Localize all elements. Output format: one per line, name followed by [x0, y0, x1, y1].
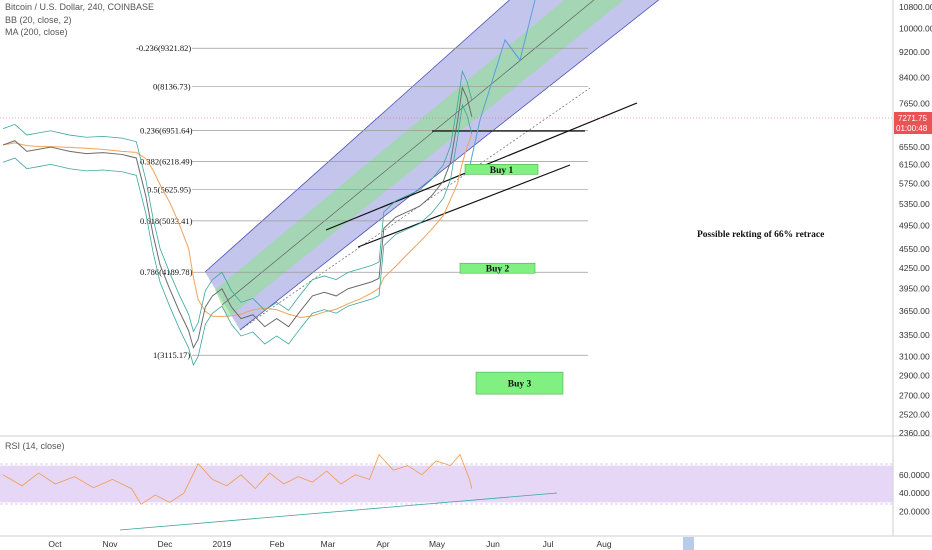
annotation-text: Possible rekting of 66% retrace — [697, 230, 824, 240]
time-cursor-marker — [683, 537, 694, 550]
y-tick-label: 4550.00 — [899, 244, 930, 254]
channel-outer-line-bottom — [239, 0, 660, 331]
y-tick-label: 6550.00 — [899, 142, 930, 152]
buy-zone-label: Buy 3 — [508, 380, 532, 390]
y-tick-label: 5350.00 — [899, 199, 930, 209]
dotted-trend-line — [239, 87, 591, 331]
y-tick-label: 3650.00 — [899, 306, 930, 316]
y-tick-label: 9200.00 — [899, 47, 930, 57]
fib-label: 0.618(5033.41) — [140, 216, 193, 226]
buy-zone-label: Buy 2 — [486, 265, 510, 275]
x-tick-label: May — [429, 539, 446, 549]
x-tick-label: Aug — [596, 539, 611, 549]
y-tick-label: 7650.00 — [899, 99, 930, 109]
price-line — [2, 85, 473, 350]
ma-indicator-label: MA (200, close) — [5, 27, 68, 37]
rsi-tick-label: 40.0000 — [899, 488, 930, 498]
bb-indicator-label: BB (20, close, 2) — [5, 15, 72, 25]
y-tick-label: 4950.00 — [899, 221, 930, 231]
y-axis-ticks: 10800.0010000.009200.008400.007650.00695… — [899, 2, 932, 438]
y-tick-label: 6150.00 — [899, 160, 930, 170]
y-tick-label: 2520.00 — [899, 410, 930, 420]
bollinger-upper-line — [2, 69, 473, 333]
projection-arrow — [504, 39, 521, 61]
buy-zone-box — [464, 164, 539, 175]
channel-outer-line-top — [204, 0, 511, 273]
x-tick-label: Oct — [48, 539, 62, 549]
y-tick-label: 5750.00 — [899, 179, 930, 189]
x-tick-label: 2019 — [213, 539, 232, 549]
rsi-tick-label: 20.0000 — [899, 507, 930, 517]
current-price-value: 7271.75 — [898, 114, 927, 123]
bollinger-lower-line — [2, 103, 473, 367]
y-tick-label: 3100.00 — [899, 352, 930, 362]
current-price-tag — [894, 112, 932, 134]
fib-label: 0(8136.73) — [153, 81, 191, 91]
chart-title: Bitcoin / U.S. Dollar, 240, COINBASE — [5, 2, 155, 12]
rsi-line — [2, 453, 473, 505]
buy-zone-box — [475, 371, 564, 395]
channel-inner-band — [215, 0, 624, 318]
y-tick-label: 3350.00 — [899, 330, 930, 340]
x-tick-label: Dec — [157, 539, 173, 549]
y-tick-label: 10800.00 — [899, 2, 932, 12]
fib-label: -0.236(9321.82) — [136, 43, 191, 53]
y-tick-label: 4250.00 — [899, 263, 930, 273]
rsi-trend-line — [119, 492, 558, 531]
x-tick-label: Mar — [321, 539, 336, 549]
x-tick-label: Nov — [102, 539, 118, 549]
channel-midline — [221, 0, 595, 306]
buy-zone-box — [459, 262, 536, 274]
y-tick-label: 2700.00 — [899, 390, 930, 400]
y-tick-label: 2360.00 — [899, 428, 930, 438]
x-axis-ticks: Oct Nov Dec 2019 Feb Mar Apr May Jun Jul Aug — [48, 539, 611, 549]
fib-label: 0.5(5625.95) — [147, 185, 191, 195]
channel-outer-band — [205, 0, 659, 330]
fib-label: 0.236(6951.64) — [140, 125, 193, 135]
rsi-axis-ticks: 60.0000 40.0000 20.0000 — [899, 470, 930, 517]
x-tick-label: Jun — [486, 539, 500, 549]
ma-200-line — [2, 134, 473, 319]
y-tick-label: 2900.00 — [899, 370, 930, 380]
y-tick-label: 3950.00 — [899, 284, 930, 294]
trend-line-lower — [357, 164, 571, 248]
buy-zone-label: Buy 1 — [490, 166, 514, 176]
fib-label: 0.786(4189.78) — [140, 267, 193, 277]
fib-label: 1(3115.17) — [153, 350, 190, 360]
x-tick-label: Feb — [270, 539, 285, 549]
fib-label: 0.382(6218.49) — [140, 157, 193, 167]
y-tick-label: 10000.00 — [899, 24, 932, 34]
rsi-indicator-label: RSI (14, close) — [5, 441, 65, 451]
rsi-band — [0, 465, 893, 503]
x-tick-label: Apr — [376, 539, 389, 549]
x-tick-label: Jul — [543, 539, 554, 549]
y-tick-label: 8400.00 — [899, 72, 930, 82]
rsi-tick-label: 60.0000 — [899, 470, 930, 480]
countdown-value: 01:00:48 — [896, 124, 928, 133]
buy-zones: Buy 1 Buy 2 Buy 3 — [459, 164, 564, 395]
